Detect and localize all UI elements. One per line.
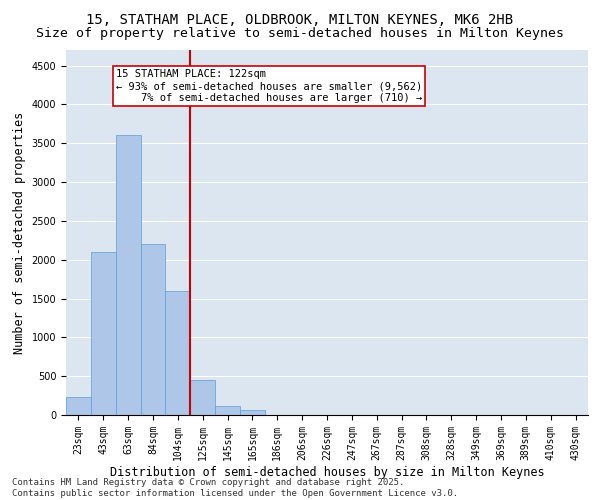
Text: Contains HM Land Registry data © Crown copyright and database right 2025.
Contai: Contains HM Land Registry data © Crown c… xyxy=(12,478,458,498)
Text: Size of property relative to semi-detached houses in Milton Keynes: Size of property relative to semi-detach… xyxy=(36,28,564,40)
X-axis label: Distribution of semi-detached houses by size in Milton Keynes: Distribution of semi-detached houses by … xyxy=(110,466,544,478)
Bar xyxy=(240,410,265,415)
Bar xyxy=(190,380,215,415)
Bar xyxy=(140,244,166,415)
Text: 15, STATHAM PLACE, OLDBROOK, MILTON KEYNES, MK6 2HB: 15, STATHAM PLACE, OLDBROOK, MILTON KEYN… xyxy=(86,12,514,26)
Text: 15 STATHAM PLACE: 122sqm
← 93% of semi-detached houses are smaller (9,562)
    7: 15 STATHAM PLACE: 122sqm ← 93% of semi-d… xyxy=(116,70,422,102)
Y-axis label: Number of semi-detached properties: Number of semi-detached properties xyxy=(13,112,26,354)
Bar xyxy=(66,397,91,415)
Bar xyxy=(215,406,240,415)
Bar xyxy=(166,290,190,415)
Bar xyxy=(91,252,116,415)
Bar xyxy=(116,136,140,415)
